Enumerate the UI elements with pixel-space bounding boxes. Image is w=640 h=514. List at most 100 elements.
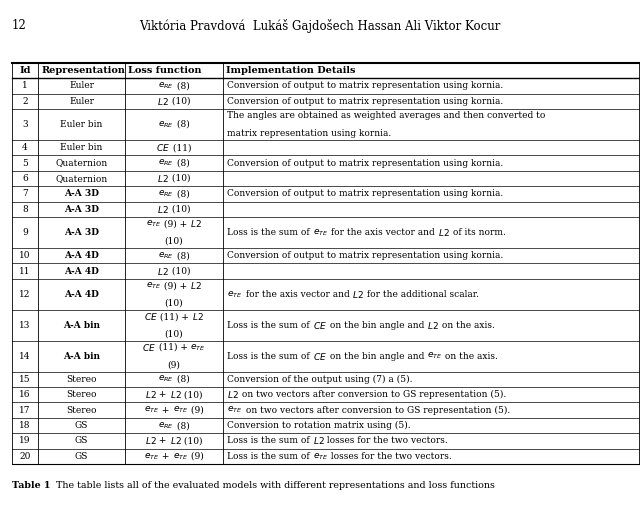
Text: losses for the two vectors.: losses for the two vectors. <box>328 452 452 461</box>
Text: (11) +: (11) + <box>157 312 192 321</box>
Text: 16: 16 <box>19 390 31 399</box>
Text: on the bin angle and: on the bin angle and <box>326 352 427 360</box>
Text: GS: GS <box>75 452 88 461</box>
Text: $e_{TE}$: $e_{TE}$ <box>191 342 206 353</box>
Text: A-A 3D: A-A 3D <box>64 228 99 237</box>
Text: (10): (10) <box>164 236 183 246</box>
Text: $L2$: $L2$ <box>145 435 156 447</box>
Text: $e_{RE}$: $e_{RE}$ <box>158 420 174 431</box>
Text: on two vectors after conversion to GS representation (5).: on two vectors after conversion to GS re… <box>243 406 510 415</box>
Text: (9): (9) <box>188 406 204 415</box>
Text: (10): (10) <box>169 174 190 183</box>
Text: Id: Id <box>19 66 31 75</box>
Text: Loss is the sum of: Loss is the sum of <box>227 321 313 329</box>
Text: $e_{TE}$: $e_{TE}$ <box>146 218 161 229</box>
Text: $CE$: $CE$ <box>141 342 156 353</box>
Text: $CE$: $CE$ <box>143 311 157 322</box>
Text: $L2$: $L2$ <box>157 96 169 107</box>
Text: $L2$: $L2$ <box>438 227 449 238</box>
Text: $CE$: $CE$ <box>313 320 326 331</box>
Text: GS: GS <box>75 421 88 430</box>
Text: A-A 3D: A-A 3D <box>64 205 99 214</box>
Text: $e_{TE}$: $e_{TE}$ <box>427 351 442 361</box>
Text: 15: 15 <box>19 375 31 384</box>
Text: Euler: Euler <box>69 97 94 106</box>
Text: 10: 10 <box>19 251 31 260</box>
Text: Loss is the sum of: Loss is the sum of <box>227 228 313 237</box>
Text: 11: 11 <box>19 267 31 276</box>
Text: (10): (10) <box>164 299 183 307</box>
Text: A-A 4D: A-A 4D <box>64 251 99 260</box>
Text: 7: 7 <box>22 190 28 198</box>
Text: Stereo: Stereo <box>67 406 97 415</box>
Text: A-A bin: A-A bin <box>63 352 100 360</box>
Text: $L2$: $L2$ <box>170 435 181 447</box>
Text: (8): (8) <box>174 120 189 129</box>
Text: (10): (10) <box>169 205 190 214</box>
Text: 19: 19 <box>19 436 31 446</box>
Text: on the bin angle and: on the bin angle and <box>326 321 427 329</box>
Text: on the axis.: on the axis. <box>442 352 498 360</box>
Text: Euler: Euler <box>69 81 94 90</box>
Text: 12: 12 <box>12 19 26 32</box>
Text: Stereo: Stereo <box>67 390 97 399</box>
Text: $L2$: $L2$ <box>157 204 169 215</box>
Text: +: + <box>156 390 170 399</box>
Text: Representation: Representation <box>42 66 125 75</box>
Text: A-A 3D: A-A 3D <box>64 190 99 198</box>
Text: 12: 12 <box>19 290 31 299</box>
Text: (10): (10) <box>181 436 203 446</box>
Text: $L2$: $L2$ <box>170 389 181 400</box>
Text: The table lists all of the evaluated models with different representations and l: The table lists all of the evaluated mod… <box>50 481 495 490</box>
Text: $e_{RE}$: $e_{RE}$ <box>158 81 174 91</box>
Text: The angles are obtained as weighted averages and then converted to: The angles are obtained as weighted aver… <box>227 112 545 120</box>
Text: Conversion of the output using (7) a (5).: Conversion of the output using (7) a (5)… <box>227 375 413 384</box>
Text: (10): (10) <box>169 97 190 106</box>
Text: (10): (10) <box>181 390 203 399</box>
Text: $e_{TE}$: $e_{TE}$ <box>144 405 159 415</box>
Text: 17: 17 <box>19 406 31 415</box>
Text: (8): (8) <box>174 375 189 384</box>
Text: Conversion of output to matrix representation using kornia.: Conversion of output to matrix represent… <box>227 190 504 198</box>
Text: Loss is the sum of: Loss is the sum of <box>227 436 313 446</box>
Text: Conversion of output to matrix representation using kornia.: Conversion of output to matrix represent… <box>227 158 504 168</box>
Text: 18: 18 <box>19 421 31 430</box>
Text: Viktória Pravdová  Lukáš Gajdošech Hassan Ali Viktor Kocur: Viktória Pravdová Lukáš Gajdošech Hassan… <box>140 19 500 33</box>
Text: for the axis vector and: for the axis vector and <box>328 228 438 237</box>
Text: (9): (9) <box>188 452 204 461</box>
Text: (10): (10) <box>169 267 190 276</box>
Text: 20: 20 <box>19 452 31 461</box>
Text: (8): (8) <box>174 158 189 168</box>
Text: Table 1: Table 1 <box>12 481 50 490</box>
Text: (11): (11) <box>170 143 191 152</box>
Text: $e_{TE}$: $e_{TE}$ <box>173 451 188 462</box>
Text: 6: 6 <box>22 174 28 183</box>
Text: $e_{RE}$: $e_{RE}$ <box>158 119 174 130</box>
Text: $e_{TE}$: $e_{TE}$ <box>146 281 161 291</box>
Text: Quaternion: Quaternion <box>56 158 108 168</box>
Text: $L2$: $L2$ <box>192 311 204 322</box>
Text: for the additional scalar.: for the additional scalar. <box>364 290 479 299</box>
Text: $L2$: $L2$ <box>157 173 169 184</box>
Text: Conversion of output to matrix representation using kornia.: Conversion of output to matrix represent… <box>227 81 504 90</box>
Text: GS: GS <box>75 436 88 446</box>
Text: on two vectors after conversion to GS representation (5).: on two vectors after conversion to GS re… <box>239 390 506 399</box>
Text: $e_{TE}$: $e_{TE}$ <box>227 405 243 415</box>
Text: 9: 9 <box>22 228 28 237</box>
Text: $CE$: $CE$ <box>313 351 326 361</box>
Text: for the axis vector and: for the axis vector and <box>243 290 352 299</box>
Text: Euler bin: Euler bin <box>60 143 103 152</box>
Text: (8): (8) <box>174 81 189 90</box>
Text: $L2$: $L2$ <box>227 389 239 400</box>
Text: 2: 2 <box>22 97 28 106</box>
Text: $L2$: $L2$ <box>352 289 364 300</box>
Text: (9) +: (9) + <box>161 281 190 290</box>
Text: Conversion of output to matrix representation using kornia.: Conversion of output to matrix represent… <box>227 251 504 260</box>
Text: Loss function: Loss function <box>128 66 202 75</box>
Text: $e_{RE}$: $e_{RE}$ <box>158 374 174 384</box>
Text: $e_{RE}$: $e_{RE}$ <box>158 158 174 168</box>
Text: Conversion to rotation matrix using (5).: Conversion to rotation matrix using (5). <box>227 421 411 430</box>
Text: A-A 4D: A-A 4D <box>64 290 99 299</box>
Text: $L2$: $L2$ <box>157 266 169 277</box>
Text: $e_{TE}$: $e_{TE}$ <box>313 451 328 462</box>
